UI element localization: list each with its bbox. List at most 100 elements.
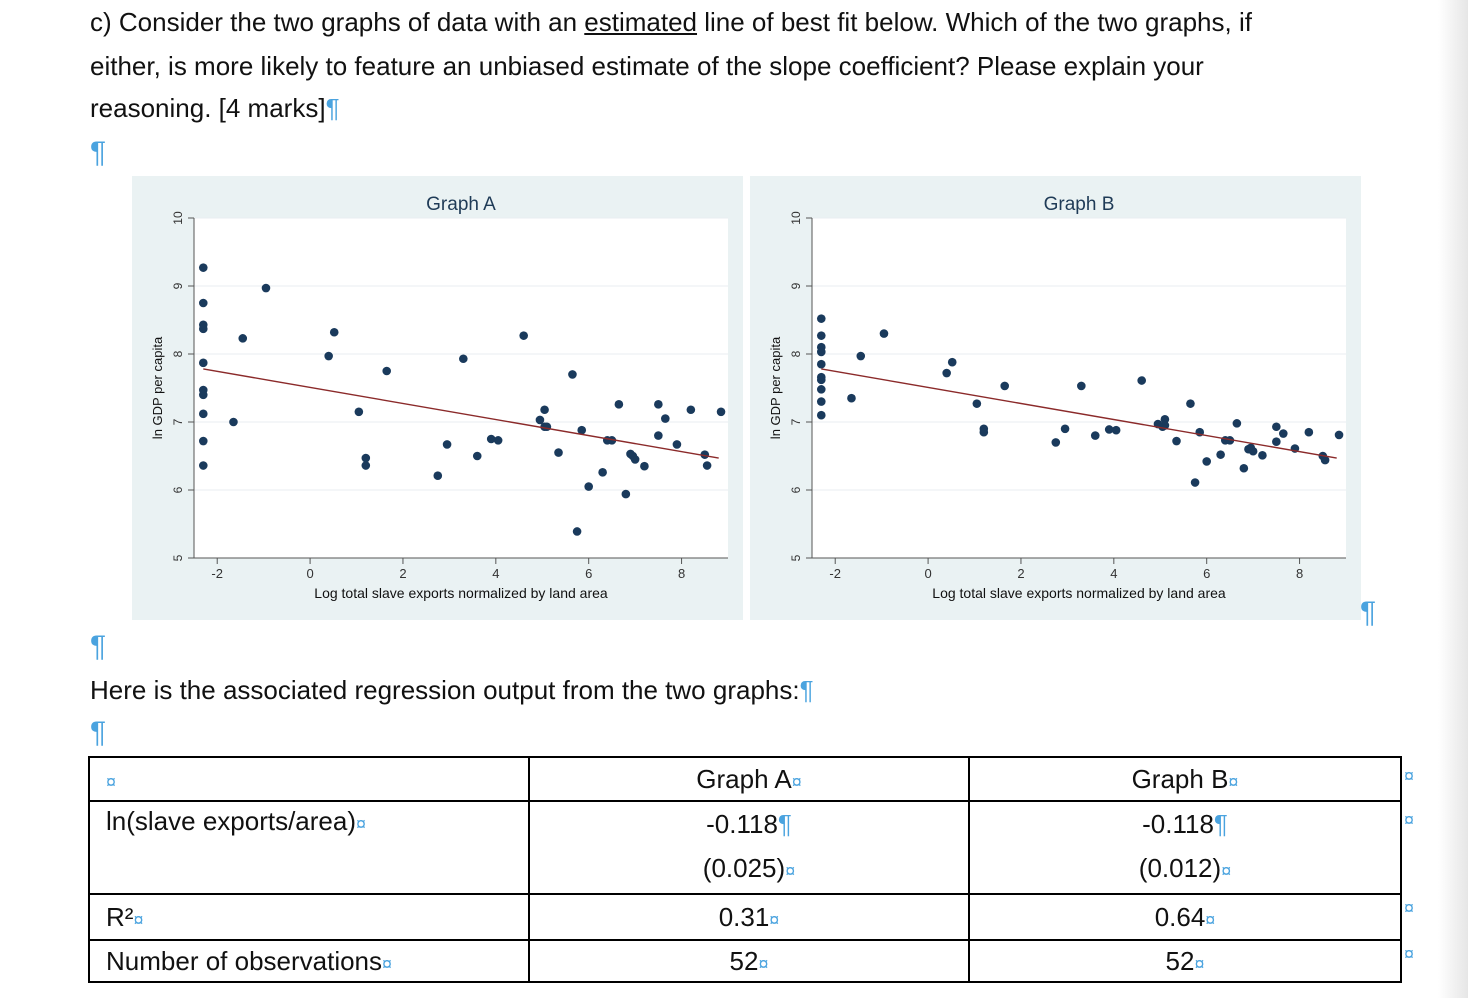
graph-b-r-squared: 0.64 [1154,901,1206,932]
pilcrow-mark: ¶ [90,630,107,663]
cell-marker: ¤ [758,953,769,974]
cell-marker: ¤ [1228,771,1239,792]
graph-a-x-tick-label: 0 [306,566,313,581]
row-label-text: Number of observations [106,945,383,976]
graph-b-data-point [1272,422,1281,432]
graph-b-data-point [1104,425,1114,434]
pilcrow-mark: ¶ [1213,809,1228,839]
graph-a-data-point [433,471,443,481]
graph-a-observations-cell: 52¤ [528,939,970,983]
header-graph-a-text: Graph A [696,763,792,794]
graph-a-r-squared-cell: 0.31¤ [528,893,970,941]
graph-b-data-point [942,368,951,378]
cell-marker: ¤ [769,909,780,930]
graph-b-data-point [1232,419,1242,428]
graph-a-y-tick-label: 10 [171,211,185,225]
header-graph-b-text: Graph B [1131,763,1229,794]
cell-marker: ¤ [106,771,117,792]
graph-a-data-point [238,334,248,343]
graph-a-data-point [198,461,208,470]
graph-b-data-point [1304,427,1314,437]
table-header-graph-b: Graph B¤ [968,756,1402,802]
graph-a-x-axis-label: Log total slave exports normalized by la… [314,585,608,601]
graph-a-data-point [198,263,208,272]
graph-a-x-tick-label: -2 [211,566,223,581]
pilcrow-mark: ¶ [90,136,107,169]
row-label-r-squared: R²¤ [88,893,530,941]
graph-b-data-point [972,399,982,408]
pilcrow-mark: ¶ [777,809,792,839]
graph-b-data-point [1320,455,1330,465]
graph-a-plot-area [194,218,728,558]
table-row: R²¤ 0.31¤ 0.64¤ [88,893,1402,941]
graph-a-data-point [229,417,238,427]
graph-a-data-point [486,434,496,444]
graph-a-data-point [700,450,710,459]
graph-b-data-point [816,314,826,323]
graph-a-chart: 5 6 7 8 9 10 -2 0 2 4 6 8 Graph A Log total slave exp… [150,194,728,601]
graph-b-y-tick-label: 10 [789,211,803,225]
graph-a-data-point [361,453,371,463]
row-label-text: R² [106,901,134,932]
graph-b-title: Graph B [1044,194,1115,215]
pilcrow-mark: ¶ [799,675,814,705]
graph-b-data-point [1246,443,1256,453]
graph-b-data-point [816,372,826,382]
graph-a-data-point [607,436,617,445]
intro-text: Here is the associated regression output… [90,675,800,705]
graph-a-data-point [198,358,208,368]
graph-b-data-point [1172,436,1181,446]
graph-a-coefficient-cell: -0.118¶ (0.025)¤ [528,800,970,895]
graph-a-data-point [519,331,528,340]
graph-b-data-point [979,427,989,437]
graph-a-data-point [640,461,649,471]
table-header-graph-a: Graph A¤ [528,756,970,802]
graph-b-data-point [1060,424,1070,434]
question-text-line3: reasoning. [4 marks] [90,93,326,123]
table-row: Number of observations¤ 52¤ 52¤ [88,939,1402,983]
graph-b-data-point [1239,463,1249,473]
row-end-marker: ¤ [1404,810,1415,830]
graph-a-data-point [261,283,271,293]
row-label-text: ln(slave exports/area) [106,806,356,836]
graph-b-data-point [1202,457,1211,466]
graph-b-data-point [816,359,826,369]
graph-b-data-point [1190,478,1200,487]
graph-b-y-tick-label: 8 [789,350,803,357]
question-line-2: either, is more likely to feature an unb… [90,51,1204,81]
row-end-marker: ¤ [1404,766,1415,786]
graph-a-data-point [716,407,726,417]
cell-marker: ¤ [785,861,796,881]
graph-a-y-tick-label: 8 [171,350,185,357]
graph-b-data-point [1216,450,1225,459]
graph-a-data-point [654,431,663,440]
cell-marker: ¤ [1221,861,1232,881]
graph-a-data-point [354,407,364,417]
cell-marker: ¤ [1205,909,1216,930]
row-end-marker: ¤ [1404,944,1415,964]
question-text-start: c) Consider the two graphs of data with … [90,7,585,37]
graph-b-data-point [1000,381,1010,391]
graph-a-data-point [442,440,452,449]
row-end-marker: ¤ [1404,898,1415,918]
graph-a-data-point [540,405,549,415]
cell-marker: ¤ [1194,953,1205,974]
graph-b-data-point [1334,430,1344,440]
graph-b-y-tick-label: 9 [789,282,803,289]
graph-a-fit-line [203,368,719,459]
graph-b-data-point [1111,425,1121,435]
graph-b-fit-line [821,368,1337,459]
graph-a-data-point [493,436,503,445]
graph-b-data-point [1077,381,1086,391]
graph-b-data-point [1258,451,1267,460]
graph-a-y-tick-label: 7 [171,418,185,425]
graph-a-data-point [198,436,208,446]
cell-marker: ¤ [791,771,802,792]
graph-b-data-point [816,410,826,420]
row-label-observations: Number of observations¤ [88,939,530,983]
graph-a-data-point [542,422,552,432]
graph-b-data-point [816,347,826,357]
graph-b-data-point [1272,437,1281,447]
graph-b-data-point [1186,399,1195,408]
graph-b-r-squared-cell: 0.64¤ [968,893,1402,941]
